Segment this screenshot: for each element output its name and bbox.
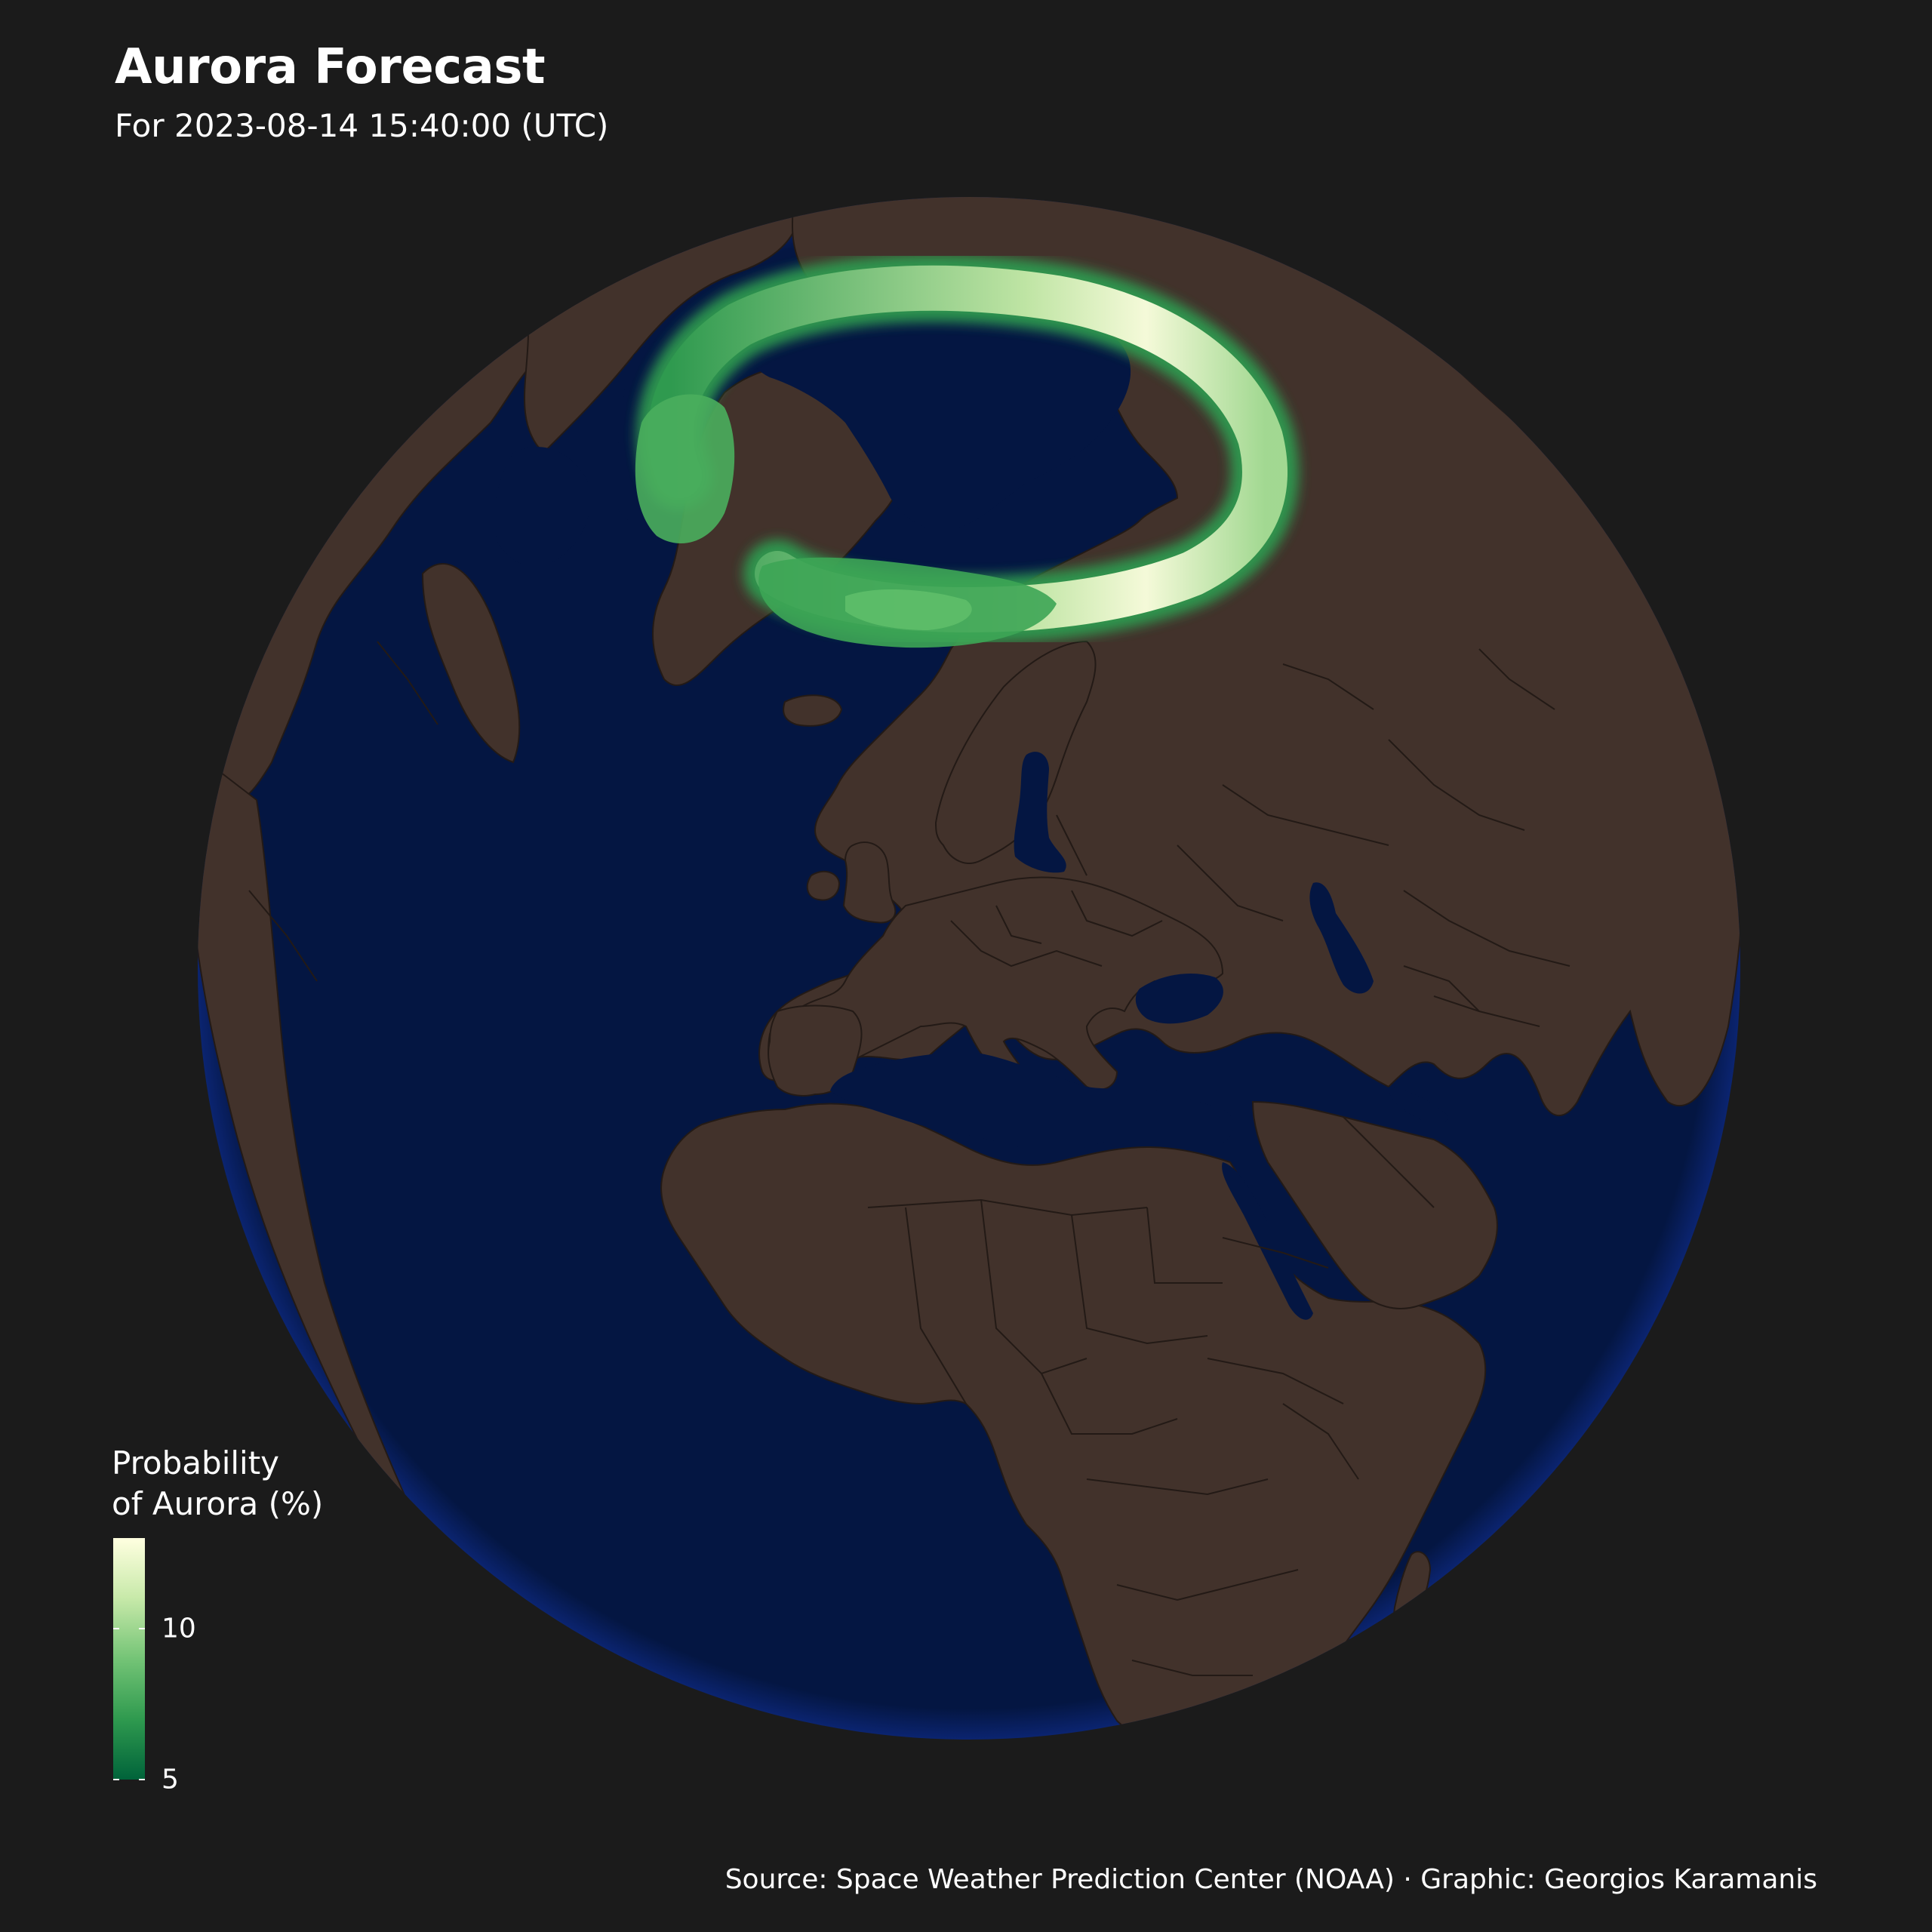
sea-mediterranean bbox=[830, 1051, 1234, 1150]
land-iberia bbox=[768, 1004, 863, 1097]
legend-tick-mark bbox=[113, 1779, 119, 1780]
sea-arctic-ocean bbox=[752, 302, 1131, 531]
map-subtitle: For 2023-08-14 15:40:00 (UTC) bbox=[115, 107, 609, 144]
land-scandinavia bbox=[934, 640, 1097, 864]
legend: Probability of Aurora (%) 5 10 bbox=[112, 1443, 429, 1795]
legend-tick-mark bbox=[113, 1628, 119, 1629]
sea-hudson-bay bbox=[494, 447, 591, 567]
landmasses bbox=[198, 197, 1740, 1740]
aurora-west-patch bbox=[635, 394, 735, 543]
legend-tick-label: 5 bbox=[162, 1764, 179, 1795]
sea-caspian bbox=[1309, 882, 1374, 994]
sea-persian-gulf bbox=[1389, 1087, 1449, 1124]
legend-color-bar bbox=[113, 1538, 145, 1780]
legend-tick-mark bbox=[139, 1779, 145, 1780]
land-ireland bbox=[806, 870, 841, 901]
land-great-britain bbox=[842, 841, 897, 924]
country-borders bbox=[248, 641, 1571, 1676]
legend-title: Probability of Aurora (%) bbox=[112, 1444, 324, 1522]
sea-baltic bbox=[1014, 752, 1066, 873]
sea-red bbox=[1222, 1162, 1313, 1320]
land-labrador bbox=[421, 563, 521, 764]
land-iceland bbox=[783, 694, 843, 727]
legend-tick-label: 10 bbox=[162, 1613, 196, 1644]
aurora-south-highlight bbox=[845, 589, 972, 630]
aurora-oval bbox=[635, 254, 1299, 648]
map-title: Aurora Forecast bbox=[115, 39, 546, 95]
source-caption: Source: Space Weather Prediction Center … bbox=[724, 1864, 1817, 1895]
land-arabia bbox=[1251, 1100, 1498, 1309]
sea-black bbox=[1135, 974, 1223, 1024]
legend-tick-mark bbox=[139, 1628, 145, 1629]
